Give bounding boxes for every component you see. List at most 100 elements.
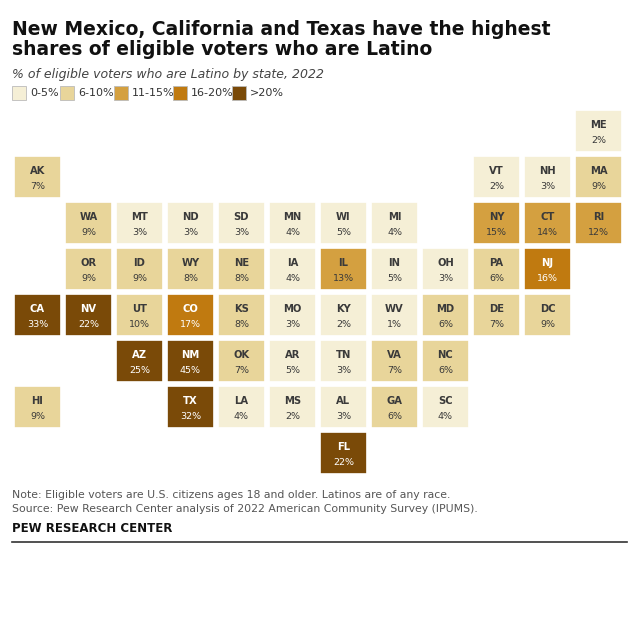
Bar	[116, 294, 163, 336]
Text: 32%: 32%	[180, 411, 201, 421]
Bar	[371, 202, 418, 244]
Text: 22%: 22%	[333, 458, 354, 467]
Text: 3%: 3%	[183, 227, 198, 237]
Text: New Mexico, California and Texas have the highest: New Mexico, California and Texas have th…	[12, 20, 551, 39]
Text: KY: KY	[336, 304, 351, 314]
Text: 9%: 9%	[81, 227, 96, 237]
Text: CA: CA	[30, 304, 45, 314]
Text: MT: MT	[131, 212, 148, 222]
Bar	[14, 156, 61, 198]
Text: 6%: 6%	[387, 411, 402, 421]
Text: 33%: 33%	[27, 319, 48, 329]
Text: NV: NV	[81, 304, 96, 314]
Text: ME: ME	[590, 120, 607, 130]
Bar	[524, 156, 571, 198]
Bar	[218, 248, 265, 290]
Text: 3%: 3%	[540, 181, 555, 191]
Text: 4%: 4%	[438, 411, 453, 421]
Bar	[116, 248, 163, 290]
Text: MI: MI	[388, 212, 401, 222]
Text: 2%: 2%	[336, 319, 351, 329]
Text: AZ: AZ	[132, 350, 147, 360]
Text: 6%: 6%	[489, 273, 504, 283]
Text: MA: MA	[590, 166, 607, 176]
Text: SD: SD	[234, 212, 249, 222]
Bar	[371, 386, 418, 428]
Text: Note: Eligible voters are U.S. citizens ages 18 and older. Latinos are of any ra: Note: Eligible voters are U.S. citizens …	[12, 490, 450, 500]
Text: NC: NC	[438, 350, 454, 360]
Text: WA: WA	[79, 212, 98, 222]
Text: IA: IA	[287, 258, 298, 268]
Bar	[218, 202, 265, 244]
Bar	[473, 294, 520, 336]
Text: 2%: 2%	[591, 135, 606, 145]
Text: GA: GA	[387, 396, 403, 406]
Text: 9%: 9%	[540, 319, 555, 329]
Text: AR: AR	[285, 350, 300, 360]
Bar	[320, 294, 367, 336]
Bar	[524, 294, 571, 336]
Text: 3%: 3%	[438, 273, 453, 283]
Text: NY: NY	[489, 212, 504, 222]
Text: 7%: 7%	[30, 181, 45, 191]
Bar	[167, 294, 214, 336]
Text: DC: DC	[540, 304, 555, 314]
Bar	[218, 340, 265, 382]
Text: 16%: 16%	[537, 273, 558, 283]
Bar	[269, 386, 316, 428]
Text: OK: OK	[233, 350, 250, 360]
Bar	[14, 386, 61, 428]
Text: 2%: 2%	[285, 411, 300, 421]
Text: MS: MS	[284, 396, 301, 406]
Bar	[269, 248, 316, 290]
Text: WY: WY	[181, 258, 199, 268]
Text: WV: WV	[385, 304, 404, 314]
Text: 3%: 3%	[234, 227, 249, 237]
Bar	[167, 340, 214, 382]
Bar	[371, 294, 418, 336]
Text: ND: ND	[182, 212, 199, 222]
Text: CO: CO	[183, 304, 199, 314]
Text: 1%: 1%	[387, 319, 402, 329]
Text: 3%: 3%	[285, 319, 300, 329]
Text: RI: RI	[593, 212, 604, 222]
Bar	[575, 156, 622, 198]
Text: 9%: 9%	[132, 273, 147, 283]
Text: 4%: 4%	[285, 273, 300, 283]
Bar	[320, 386, 367, 428]
Text: NH: NH	[539, 166, 556, 176]
Bar	[167, 248, 214, 290]
Text: TX: TX	[183, 396, 198, 406]
Text: ID: ID	[134, 258, 146, 268]
Text: 22%: 22%	[78, 319, 99, 329]
Text: 6%: 6%	[438, 319, 453, 329]
Text: 7%: 7%	[387, 365, 402, 375]
Text: 13%: 13%	[333, 273, 354, 283]
Text: 8%: 8%	[234, 319, 249, 329]
Text: CT: CT	[541, 212, 555, 222]
Bar	[320, 248, 367, 290]
Bar	[167, 386, 214, 428]
Text: PA: PA	[489, 258, 504, 268]
Text: 4%: 4%	[387, 227, 402, 237]
Bar	[473, 202, 520, 244]
Text: IL: IL	[339, 258, 348, 268]
Bar	[422, 340, 469, 382]
Bar	[422, 248, 469, 290]
Bar	[65, 294, 112, 336]
Text: DE: DE	[489, 304, 504, 314]
Text: 3%: 3%	[336, 365, 351, 375]
Bar	[231, 86, 245, 100]
Text: 7%: 7%	[234, 365, 249, 375]
Bar	[116, 202, 163, 244]
Text: 0-5%: 0-5%	[30, 88, 59, 98]
Text: 3%: 3%	[336, 411, 351, 421]
Text: AK: AK	[30, 166, 45, 176]
Bar	[269, 340, 316, 382]
Bar	[575, 202, 622, 244]
Text: LA: LA	[235, 396, 249, 406]
Text: OH: OH	[437, 258, 454, 268]
Bar	[320, 432, 367, 474]
Bar	[116, 340, 163, 382]
Text: 4%: 4%	[234, 411, 249, 421]
